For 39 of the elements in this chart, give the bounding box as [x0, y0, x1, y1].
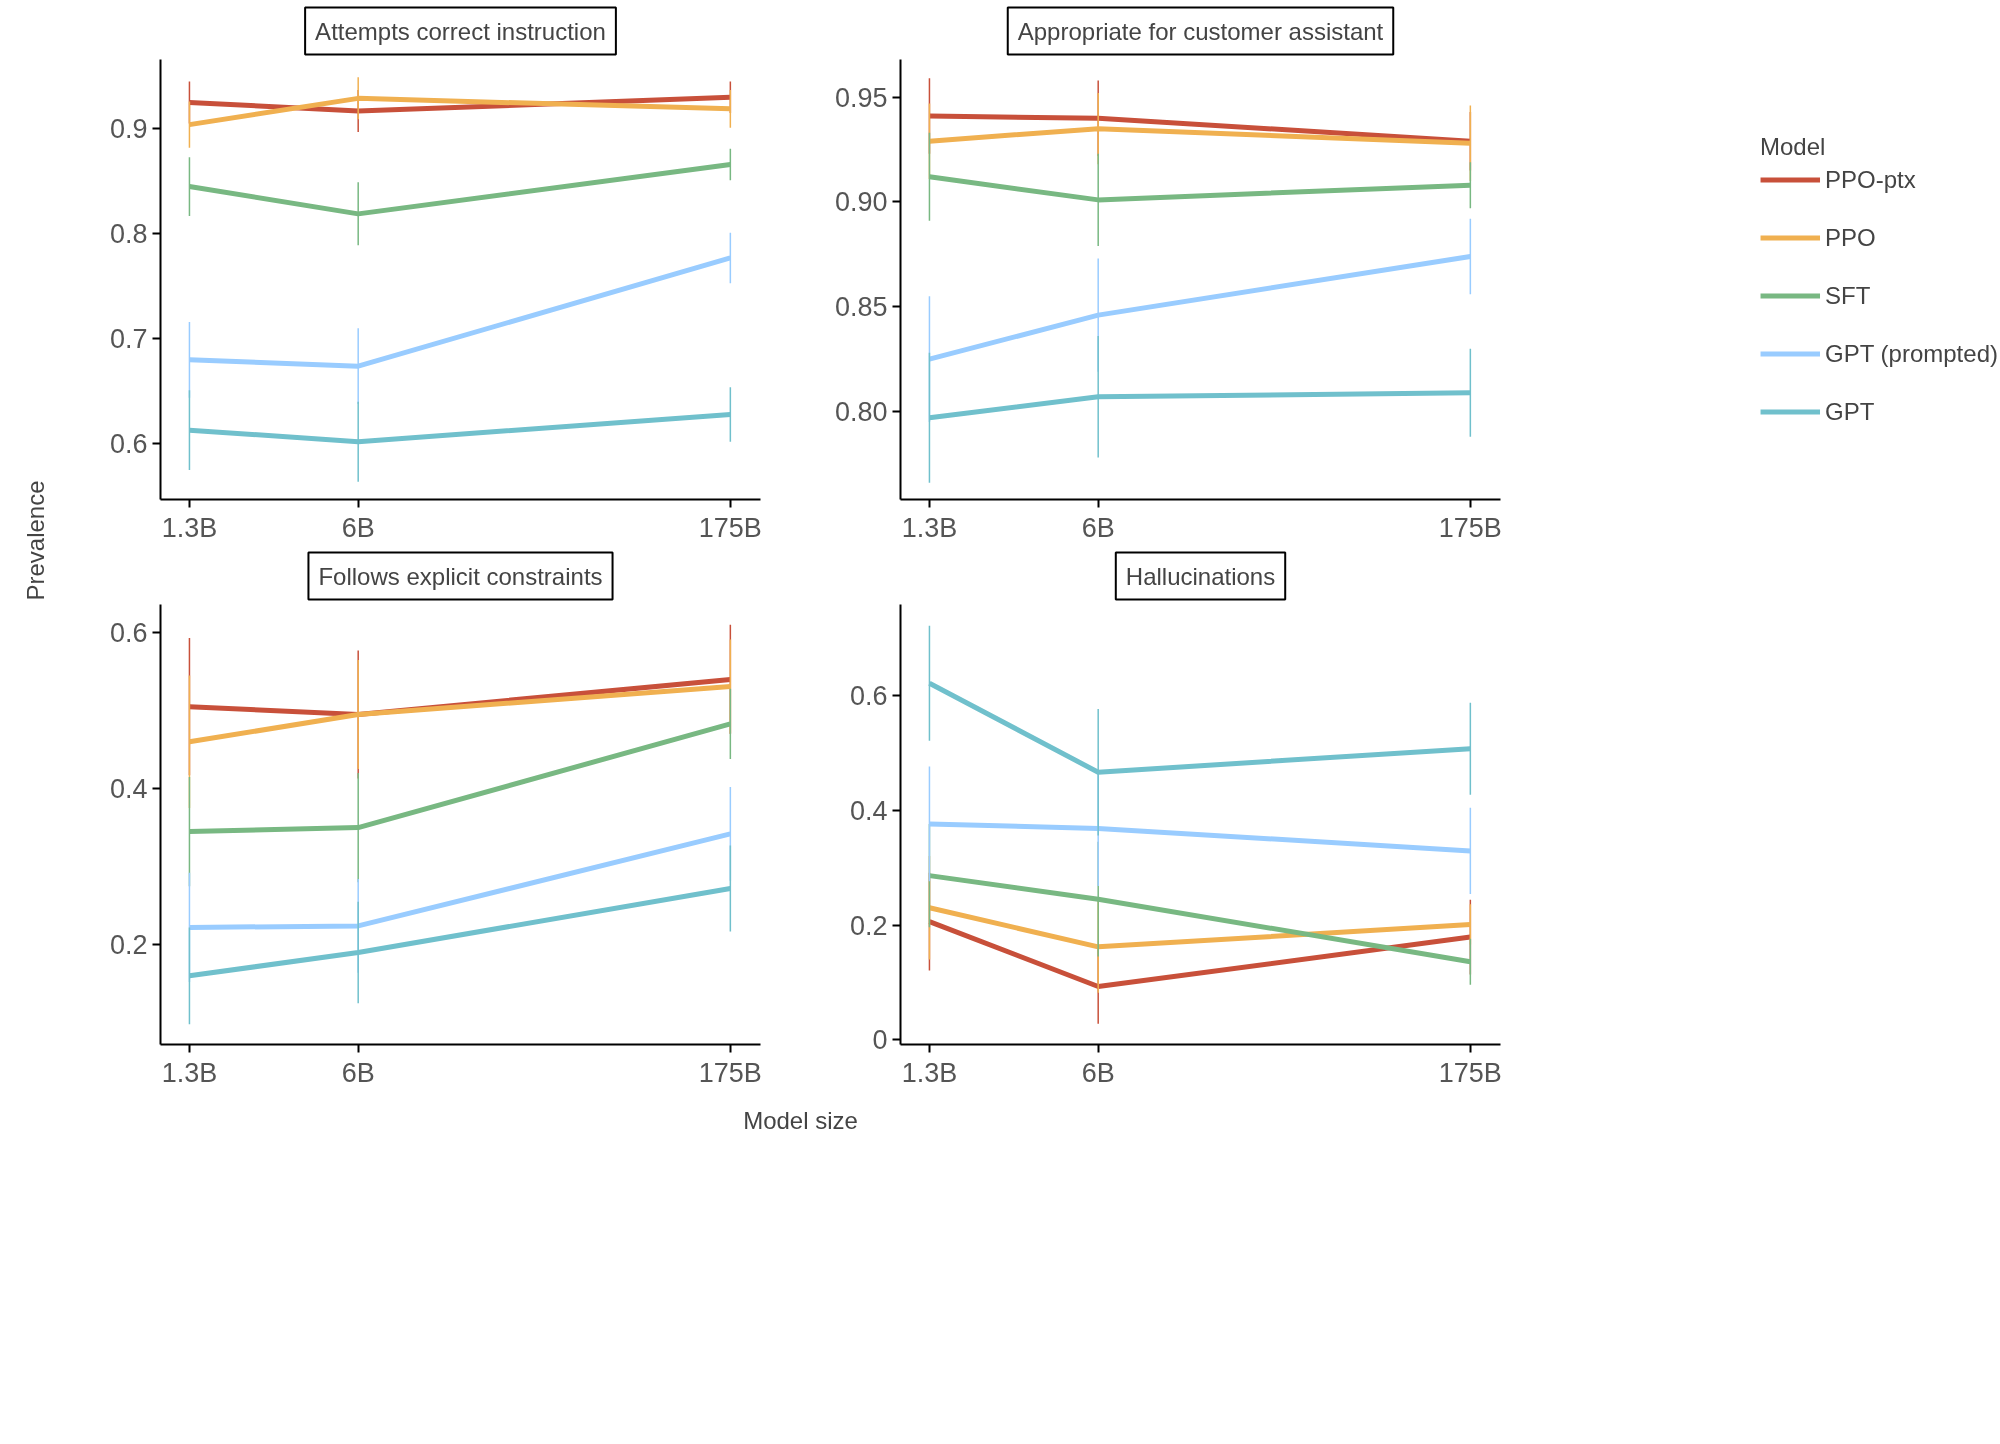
x-tick-label: 6B [1081, 1057, 1115, 1088]
chart-title: Attempts correct instruction [315, 17, 606, 45]
legend-title: Model [1760, 132, 1827, 161]
legend-label: GPT [1825, 397, 1875, 426]
legend-label: GPT (prompted) [1825, 339, 1998, 368]
chart-title: Hallucinations [1125, 562, 1276, 590]
x-tick-label: 175B [1438, 1057, 1502, 1088]
y-tick-label: 0.6 [109, 429, 148, 460]
y-tick-label: 0.80 [834, 397, 888, 427]
y-tick-label: 0.6 [109, 618, 148, 649]
chart-title: Appropriate for customer assistant [1017, 17, 1384, 45]
legend-label: SFT [1825, 281, 1871, 310]
y-tick-label: 0.4 [109, 774, 148, 805]
y-tick-label: 0.95 [834, 82, 888, 113]
x-tick-label: 6B [1081, 512, 1115, 543]
y-axis-title: Prevalence [22, 480, 49, 601]
x-tick-label: 1.3B [161, 512, 218, 543]
x-tick-label: 175B [698, 512, 762, 543]
y-tick-label: 0.90 [834, 187, 888, 218]
x-tick-label: 175B [698, 1057, 762, 1088]
legend-label: PPO [1825, 223, 1876, 252]
y-tick-label: 0.2 [849, 910, 888, 941]
y-tick-label: 0.8 [109, 219, 148, 250]
y-tick-label: 0.4 [849, 795, 888, 826]
x-tick-label: 6B [341, 512, 375, 543]
chart-title: Follows explicit constraints [318, 562, 603, 590]
y-tick-label: 0.2 [109, 930, 148, 961]
y-tick-label: 0.7 [109, 324, 148, 355]
x-tick-label: 6B [341, 1057, 375, 1088]
x-tick-label: 1.3B [161, 1057, 218, 1088]
x-tick-label: 1.3B [901, 1057, 958, 1088]
y-tick-label: 0.6 [849, 680, 888, 711]
x-tick-label: 175B [1438, 512, 1502, 543]
legend-label: PPO-ptx [1825, 165, 1916, 194]
x-axis-title: Model size [743, 1107, 858, 1134]
x-tick-label: 1.3B [901, 512, 958, 543]
y-tick-label: 0.85 [834, 292, 888, 323]
y-tick-label: 0.9 [109, 114, 148, 145]
y-tick-label: 0 [872, 1025, 888, 1056]
